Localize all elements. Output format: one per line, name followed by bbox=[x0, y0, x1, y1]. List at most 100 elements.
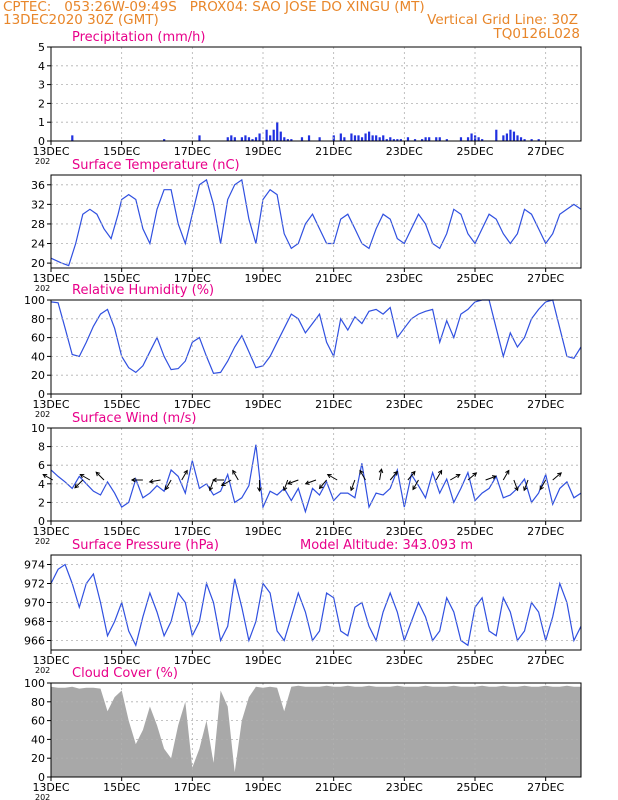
x-tick-label: 13DEC bbox=[32, 272, 69, 285]
wind-arrow bbox=[485, 475, 497, 481]
precip-bar bbox=[71, 135, 74, 141]
x-tick-label: 21DEC bbox=[315, 654, 352, 667]
precip-bar bbox=[368, 131, 371, 141]
wind-arrow bbox=[148, 479, 161, 484]
precip-bar bbox=[530, 139, 533, 141]
y-tick-label: 60 bbox=[31, 715, 45, 728]
x-tick-label: 27DEC bbox=[527, 525, 564, 538]
y-tick-label: 2 bbox=[38, 97, 45, 110]
wind-arrow bbox=[407, 470, 416, 481]
x-tick-label: 17DEC bbox=[174, 654, 211, 667]
y-tick-label: 40 bbox=[31, 733, 45, 746]
precip-bar bbox=[269, 135, 272, 141]
wind-arrow bbox=[435, 469, 443, 481]
x-tick-label: 25DEC bbox=[456, 272, 493, 285]
panel-title: Surface Pressure (hPa) bbox=[72, 538, 219, 553]
precip-bar bbox=[466, 137, 470, 141]
panel-title: Surface Temperature (nC) bbox=[72, 158, 240, 173]
wind-arrow bbox=[378, 468, 384, 481]
x-tick-label: 23DEC bbox=[386, 398, 423, 411]
y-tick-label: 20 bbox=[31, 257, 45, 270]
precip-bar bbox=[343, 137, 346, 141]
wind-arrow bbox=[74, 479, 84, 489]
x-tick-label: 15DEC bbox=[103, 525, 140, 538]
y-tick-label: 20 bbox=[31, 369, 45, 382]
panel-frame bbox=[50, 682, 582, 778]
panel-title: Precipitation (mm/h) bbox=[72, 30, 205, 45]
precip-bar bbox=[371, 135, 374, 141]
wind-arrow bbox=[130, 477, 143, 483]
x-tick-label: 23DEC bbox=[386, 145, 423, 158]
precip-bar bbox=[438, 137, 441, 141]
precip-bar bbox=[396, 139, 399, 141]
precip-bar bbox=[435, 137, 438, 141]
precip-bar bbox=[230, 135, 233, 141]
wind-arrow bbox=[95, 471, 105, 481]
panel-2: 20 24 28 32 36 13DEC 15DEC 17DEC 19DEC 21DEC 23DEC… bbox=[31, 158, 582, 293]
precip-bar bbox=[198, 135, 201, 141]
precip-bar bbox=[286, 139, 289, 141]
series-line bbox=[50, 563, 582, 648]
precip-bar bbox=[424, 137, 427, 141]
y-tick-label: 0 bbox=[38, 135, 45, 148]
panel-4: 0 2 4 6 8 10 13DEC 15DEC 17DEC 19DEC 21DEC 23DEC 25D… bbox=[31, 411, 582, 546]
precip-bar bbox=[378, 137, 381, 141]
year-label: 202 bbox=[35, 537, 50, 546]
precip-bar bbox=[495, 129, 498, 141]
panel-3: 0 20 40 60 80 100 13DEC 15DEC 17DEC 19DEC 21DEC 23D… bbox=[24, 283, 582, 419]
year-label: 202 bbox=[35, 157, 50, 166]
precip-bar bbox=[505, 133, 508, 141]
model-altitude: Model Altitude: 343.093 m bbox=[300, 538, 473, 553]
x-tick-label: 13DEC bbox=[32, 398, 69, 411]
precip-bar bbox=[276, 122, 279, 141]
precip-bar bbox=[254, 137, 258, 141]
precip-bar bbox=[389, 137, 392, 141]
precip-bar bbox=[364, 133, 367, 141]
precip-bar bbox=[318, 137, 321, 141]
header-run-time: 13DEC2020 30Z (GMT) bbox=[3, 12, 159, 28]
y-tick-label: 4 bbox=[38, 60, 45, 73]
x-tick-label: 17DEC bbox=[174, 525, 211, 538]
x-tick-label: 21DEC bbox=[315, 525, 352, 538]
x-tick-label: 23DEC bbox=[386, 654, 423, 667]
y-tick-label: 20 bbox=[31, 752, 45, 765]
x-tick-label: 19DEC bbox=[244, 525, 281, 538]
precip-bar bbox=[251, 139, 254, 141]
x-tick-label: 19DEC bbox=[244, 781, 281, 794]
y-tick-label: 28 bbox=[31, 218, 45, 231]
x-tick-label: 15DEC bbox=[103, 781, 140, 794]
y-tick-label: 966 bbox=[24, 635, 45, 648]
x-tick-label: 25DEC bbox=[456, 525, 493, 538]
precip-bar bbox=[470, 133, 473, 141]
y-tick-label: 80 bbox=[31, 696, 45, 709]
wind-arrow bbox=[232, 469, 239, 481]
precip-bar bbox=[502, 135, 505, 141]
year-label: 202 bbox=[35, 666, 50, 675]
x-tick-label: 13DEC bbox=[32, 781, 69, 794]
x-tick-label: 21DEC bbox=[315, 272, 352, 285]
precip-bar bbox=[399, 139, 402, 141]
x-tick-label: 15DEC bbox=[103, 272, 140, 285]
precip-bar bbox=[375, 135, 378, 141]
y-tick-label: 40 bbox=[31, 350, 45, 363]
y-tick-label: 3 bbox=[38, 79, 45, 92]
y-tick-label: 100 bbox=[24, 677, 45, 690]
precip-bar bbox=[360, 137, 364, 141]
x-tick-label: 21DEC bbox=[315, 398, 352, 411]
wind-arrow bbox=[318, 479, 327, 490]
year-label: 202 bbox=[35, 284, 50, 293]
precip-bar bbox=[300, 137, 304, 141]
y-tick-label: 10 bbox=[31, 422, 45, 435]
x-tick-label: 13DEC bbox=[32, 145, 69, 158]
x-tick-label: 15DEC bbox=[103, 398, 140, 411]
x-tick-label: 27DEC bbox=[527, 398, 564, 411]
precip-bar bbox=[353, 135, 357, 141]
wind-arrow bbox=[304, 479, 317, 485]
precip-bar bbox=[516, 135, 519, 141]
y-tick-label: 5 bbox=[38, 41, 45, 54]
x-tick-label: 25DEC bbox=[456, 145, 493, 158]
precip-bar bbox=[226, 137, 229, 141]
precip-bar bbox=[509, 129, 512, 141]
wind-arrow bbox=[412, 479, 419, 491]
wind-arrow bbox=[287, 479, 299, 485]
